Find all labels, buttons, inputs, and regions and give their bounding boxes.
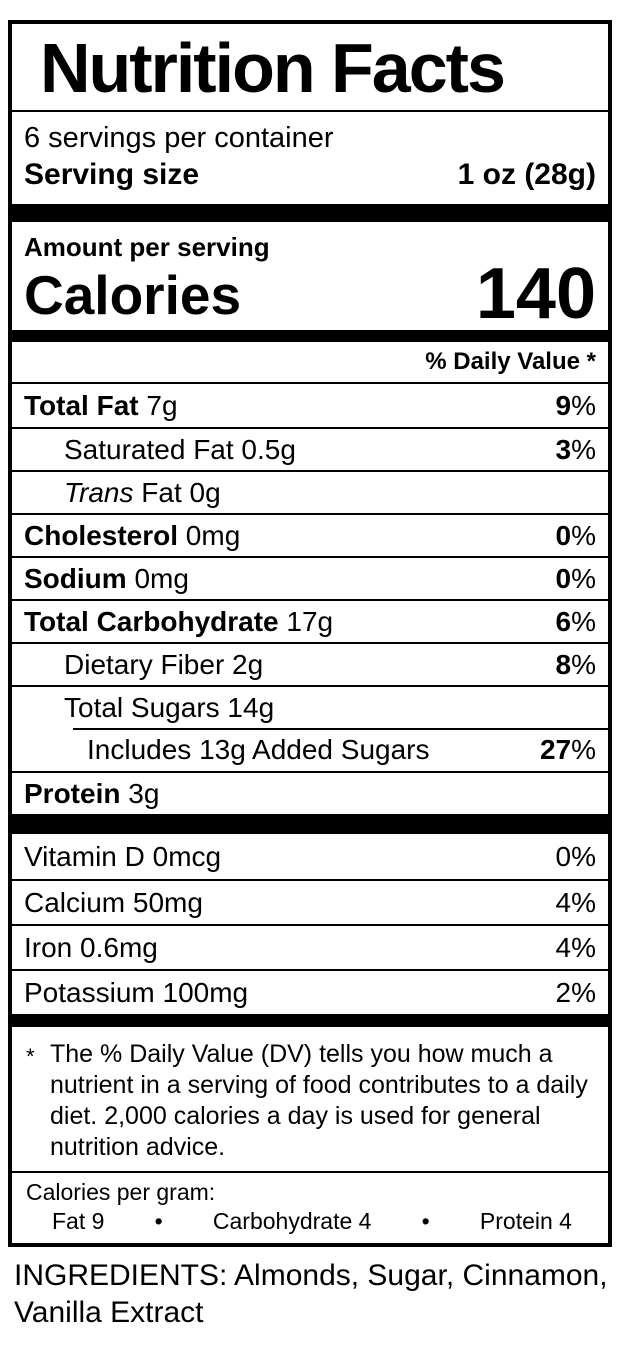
serving-block: 6 servings per container Serving size 1 …	[12, 112, 608, 204]
nutrient-name: Dietary Fiber 2g	[64, 648, 264, 680]
vitamin-row: Vitamin D 0mcg 0%	[12, 834, 608, 879]
nutrient-percent-dv: 27%	[539, 733, 596, 765]
vitamin-name: Potassium 100mg	[24, 976, 249, 1008]
separator-bar-thick	[12, 204, 608, 222]
nutrient-name: Includes 13g Added Sugars	[87, 733, 430, 765]
calories-per-gram-fat: Fat 9	[52, 1208, 105, 1234]
vitamin-row: Potassium 100mg 2%	[12, 969, 608, 1014]
calories-per-gram-block: Calories per gram: Fat 9 • Carbohydrate …	[12, 1173, 608, 1243]
vitamin-name: Calcium 50mg	[24, 886, 203, 918]
nutrient-percent-dv: 9%	[555, 389, 596, 421]
vitamin-name: Vitamin D 0mcg	[24, 840, 222, 872]
nutrient-name: Protein 3g	[24, 777, 160, 809]
serving-size-label: Serving size	[24, 158, 200, 191]
nutrient-row: Total Sugars 14g	[12, 685, 608, 728]
serving-size-value: 1 oz (28g)	[457, 158, 596, 191]
separator-bar-medium-2	[12, 1014, 608, 1027]
calories-per-gram-carb: Carbohydrate 4	[212, 1208, 372, 1234]
nutrient-percent-dv: 0%	[555, 519, 596, 551]
footnote-text: The % Daily Value (DV) tells you how muc…	[50, 1040, 588, 1161]
servings-per-container: 6 servings per container	[24, 122, 334, 154]
amount-per-serving-label: Amount per serving	[24, 232, 270, 262]
serving-size-row: Serving size 1 oz (28g)	[24, 156, 596, 194]
calories-per-gram-heading: Calories per gram:	[26, 1179, 216, 1205]
vitamin-rows: Vitamin D 0mcg 0% Calcium 50mg 4% Iron 0.6mg…	[12, 834, 608, 1014]
bullet-separator: •	[154, 1208, 163, 1234]
vitamin-percent-dv: 2%	[555, 976, 596, 1008]
vitamin-percent-dv: 4%	[555, 931, 596, 963]
nutrient-name: Cholesterol 0mg	[24, 519, 241, 551]
vitamin-row: Calcium 50mg 4%	[12, 879, 608, 924]
vitamin-row: Iron 0.6mg 4%	[12, 924, 608, 969]
nutrient-percent-dv: 3%	[555, 433, 596, 465]
bullet-separator: •	[421, 1208, 430, 1234]
separator-bar-thick-2	[12, 814, 608, 834]
calories-block: Amount per serving Calories 140	[12, 222, 608, 330]
nutrient-percent-dv: 6%	[555, 605, 596, 637]
nutrient-rows: Total Fat 7g 9% Saturated Fat 0.5g 3% Trans …	[12, 384, 608, 814]
nutrient-percent-dv: 8%	[555, 648, 596, 680]
nutrient-name: Total Sugars 14g	[64, 691, 275, 723]
nutrient-row: Saturated Fat 0.5g 3%	[12, 427, 608, 470]
nutrient-row: Includes 13g Added Sugars 27%	[12, 728, 608, 771]
nutrient-name: Trans Fat 0g	[64, 476, 221, 508]
nutrient-name: Saturated Fat 0.5g	[64, 433, 296, 465]
calories-label: Calories	[24, 264, 242, 326]
nutrient-row: Cholesterol 0mg 0%	[12, 513, 608, 556]
label-title: Nutrition Facts	[12, 24, 608, 112]
nutrition-facts-label: Nutrition Facts 6 servings per container…	[8, 20, 612, 1247]
vitamin-percent-dv: 4%	[555, 886, 596, 918]
nutrient-row: Total Carbohydrate 17g 6%	[12, 599, 608, 642]
calories-per-gram-row: Fat 9 • Carbohydrate 4 • Protein 4	[26, 1206, 596, 1235]
calories-row: Calories 140	[24, 254, 596, 334]
nutrient-row: Dietary Fiber 2g 8%	[12, 642, 608, 685]
nutrient-row: Protein 3g	[12, 771, 608, 814]
daily-value-footnote: * The % Daily Value (DV) tells you how m…	[12, 1027, 608, 1173]
nutrient-row: Trans Fat 0g	[12, 470, 608, 513]
nutrient-name: Total Carbohydrate 17g	[24, 605, 334, 637]
nutrient-row: Total Fat 7g 9%	[12, 384, 608, 427]
ingredients-statement: INGREDIENTS: Almonds, Sugar, Cinnamon, V…	[14, 1259, 608, 1329]
nutrient-name: Sodium 0mg	[24, 562, 189, 594]
daily-value-header: % Daily Value *	[12, 342, 608, 384]
nutrient-name: Total Fat 7g	[24, 389, 178, 421]
nutrient-row: Sodium 0mg 0%	[12, 556, 608, 599]
footnote-asterisk: *	[26, 1044, 35, 1069]
vitamin-percent-dv: 0%	[555, 840, 596, 872]
vitamin-name: Iron 0.6mg	[24, 931, 158, 963]
calories-per-gram-protein: Protein 4	[479, 1208, 572, 1234]
separator-bar-medium	[12, 330, 608, 342]
calories-value: 140	[475, 254, 596, 334]
nutrient-percent-dv: 0%	[555, 562, 596, 594]
